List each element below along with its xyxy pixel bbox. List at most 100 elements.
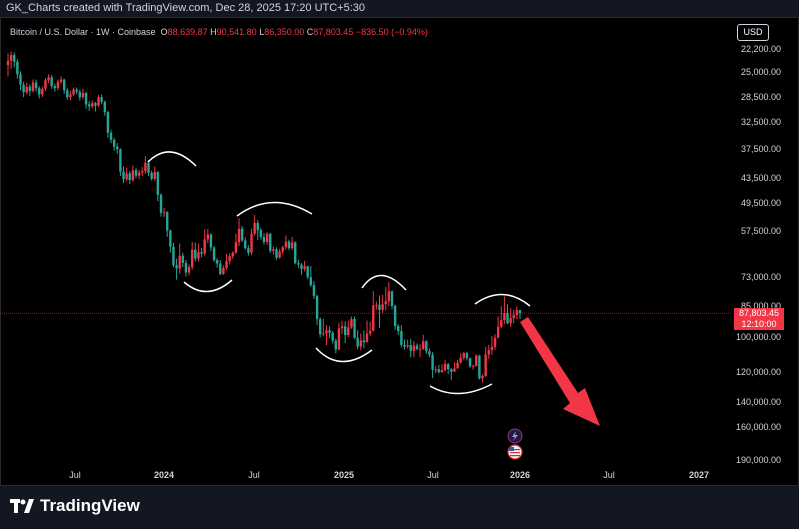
- candle-body: [328, 330, 331, 333]
- time-tick-label: Jul: [427, 470, 439, 480]
- down-arrow-annotation: [520, 317, 600, 426]
- change-value: −836.50 (−0.94%): [355, 27, 428, 37]
- candle-body: [284, 241, 288, 248]
- close-value: 87,803.45: [313, 27, 354, 37]
- candle-body: [518, 310, 522, 314]
- candle-body: [47, 77, 50, 81]
- candle-body: [359, 340, 362, 347]
- bar-countdown: 12:10:00: [741, 319, 777, 329]
- tradingview-logo-icon: [10, 499, 34, 513]
- candle-body: [141, 171, 144, 173]
- candle-body: [200, 252, 203, 254]
- candle-body: [215, 260, 219, 264]
- candle-body: [28, 86, 32, 91]
- candle-body: [116, 146, 119, 150]
- candle-body: [318, 319, 322, 335]
- price-tick-label: 85,000.00: [740, 301, 781, 311]
- candle-body: [103, 101, 106, 113]
- candle-body: [147, 162, 150, 173]
- price-tick-label: 28,500.00: [740, 91, 781, 102]
- annotation-arc: [147, 151, 197, 167]
- price-tick-label: 25,000.00: [740, 66, 781, 77]
- candle-body: [184, 262, 188, 273]
- candle-body: [222, 267, 225, 274]
- candle-body: [281, 247, 284, 252]
- flag-canton: [509, 447, 514, 451]
- chart-header: GK_Charts created with TradingView.com, …: [0, 0, 799, 17]
- flag-stripe: [510, 449, 520, 451]
- candle-body: [475, 355, 478, 366]
- candle-body: [315, 295, 319, 320]
- candle-body: [462, 353, 466, 358]
- candle-body: [259, 230, 263, 238]
- candle-body: [365, 333, 369, 343]
- candle-body: [337, 328, 341, 350]
- currency-button[interactable]: USD: [737, 24, 769, 41]
- candle-body: [387, 291, 391, 302]
- candle-body: [22, 84, 25, 93]
- chart-frame[interactable]: [0, 17, 799, 486]
- candle-body: [244, 240, 247, 249]
- candle-body: [453, 368, 456, 372]
- candle-body: [294, 242, 297, 264]
- price-tick-label: 73,000.00: [740, 271, 781, 282]
- candle-body: [81, 93, 85, 98]
- candle-body: [87, 104, 91, 107]
- candle-body: [175, 265, 178, 269]
- candle-body: [347, 327, 350, 336]
- price-tick-label: 57,500.00: [740, 226, 781, 237]
- candle-body: [468, 358, 472, 367]
- candle-body: [228, 256, 231, 262]
- high-label: H: [210, 27, 217, 37]
- candle-body: [225, 261, 228, 268]
- candle-body: [397, 326, 400, 332]
- candle-body: [431, 354, 434, 370]
- candle-body: [312, 285, 316, 296]
- candle-body: [456, 362, 459, 369]
- low-value: 86,350.00: [264, 27, 305, 37]
- candle-body: [493, 337, 497, 347]
- time-tick-label: Jul: [248, 470, 260, 480]
- candle-body: [368, 330, 372, 334]
- candle-body: [465, 353, 469, 359]
- candle-body: [415, 345, 419, 349]
- candle-body: [212, 247, 216, 261]
- candle-body: [84, 93, 88, 105]
- candle-body: [122, 171, 125, 180]
- candle-body: [297, 263, 300, 265]
- candle-body: [265, 233, 269, 242]
- price-tick-label: 37,500.00: [740, 144, 781, 155]
- candle-body: [362, 340, 366, 343]
- candle-body: [109, 132, 113, 140]
- candle-body: [309, 277, 313, 286]
- candle-body: [356, 337, 359, 347]
- price-tick-label: 120,000.00: [735, 367, 781, 378]
- candle-body: [343, 326, 347, 336]
- candle-body: [256, 222, 259, 231]
- candle-body: [206, 234, 210, 240]
- candle-body: [306, 266, 309, 278]
- candle-body: [97, 97, 100, 106]
- candle-body: [440, 369, 444, 373]
- price-tick-label: 49,500.00: [740, 197, 781, 208]
- candle-body: [459, 357, 462, 363]
- time-tick-label: Jul: [69, 470, 81, 480]
- price-tick-label: 140,000.00: [735, 396, 781, 407]
- price-tick-label: 32,500.00: [740, 116, 781, 127]
- annotation-arc: [315, 347, 373, 363]
- candle-body: [50, 77, 53, 87]
- tradingview-logo[interactable]: TradingView: [10, 496, 140, 516]
- symbol-legend: Bitcoin / U.S. Dollar · 1W · Coinbase O8…: [10, 27, 428, 37]
- last-price-value: 87,803.45: [738, 308, 780, 318]
- candle-body: [287, 241, 291, 249]
- candle-body: [66, 90, 69, 98]
- candle-body: [34, 82, 38, 89]
- candle-body: [262, 237, 266, 242]
- candle-body: [159, 194, 163, 213]
- candle-body: [393, 305, 397, 327]
- candle-body: [19, 74, 22, 85]
- candle-body: [231, 252, 234, 257]
- candle-body: [403, 344, 406, 347]
- candle-body: [290, 242, 294, 249]
- candle-body: [375, 304, 378, 306]
